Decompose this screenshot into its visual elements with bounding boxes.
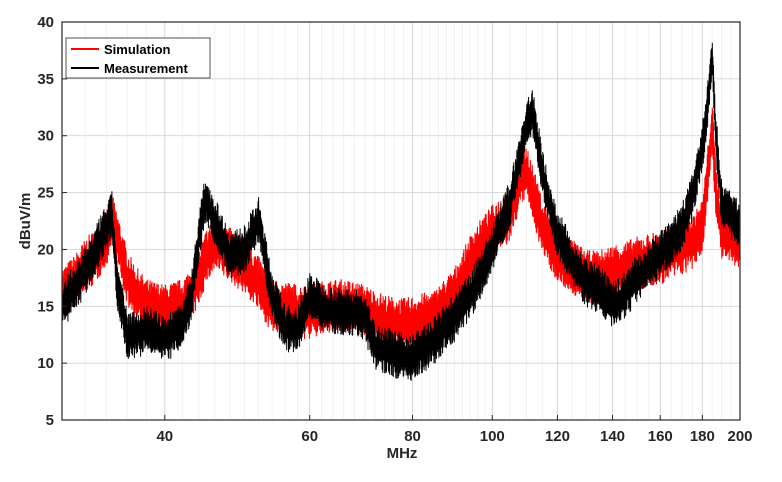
x-tick-label: 120	[545, 428, 570, 445]
legend-label-measurement: Measurement	[104, 61, 188, 76]
x-tick-label: 80	[404, 428, 421, 445]
legend-label-simulation: Simulation	[104, 42, 171, 57]
y-tick-label: 5	[46, 412, 54, 429]
x-tick-label: 100	[480, 428, 505, 445]
x-axis-label: MHz	[387, 445, 418, 462]
series-line-measurement	[61, 42, 741, 381]
y-tick-label: 30	[37, 128, 54, 145]
y-tick-label: 35	[37, 71, 54, 88]
y-tick-label: 15	[37, 298, 54, 315]
legend-box	[65, 37, 211, 79]
x-tick-label: 200	[727, 428, 752, 445]
x-tick-label: 40	[156, 428, 173, 445]
y-axis-label: dBuV/m	[17, 193, 34, 250]
y-axis: 5 10 15 20 25 30 35 40	[37, 14, 67, 429]
x-tick-label: 140	[600, 428, 625, 445]
plot-frame	[61, 21, 741, 421]
x-tick-label: 160	[648, 428, 673, 445]
x-tick-label: 60	[301, 428, 318, 445]
series-layer	[61, 42, 741, 381]
y-tick-label: 25	[37, 185, 54, 202]
legend: Simulation Measurement	[65, 37, 211, 79]
y-tick-label: 20	[37, 241, 54, 258]
y-tick-label: 10	[37, 355, 54, 372]
x-axis: 40 60 80 100 120 140 160 180 200	[156, 415, 753, 445]
y-tick-label: 40	[37, 14, 54, 31]
x-tick-label: 180	[690, 428, 715, 445]
